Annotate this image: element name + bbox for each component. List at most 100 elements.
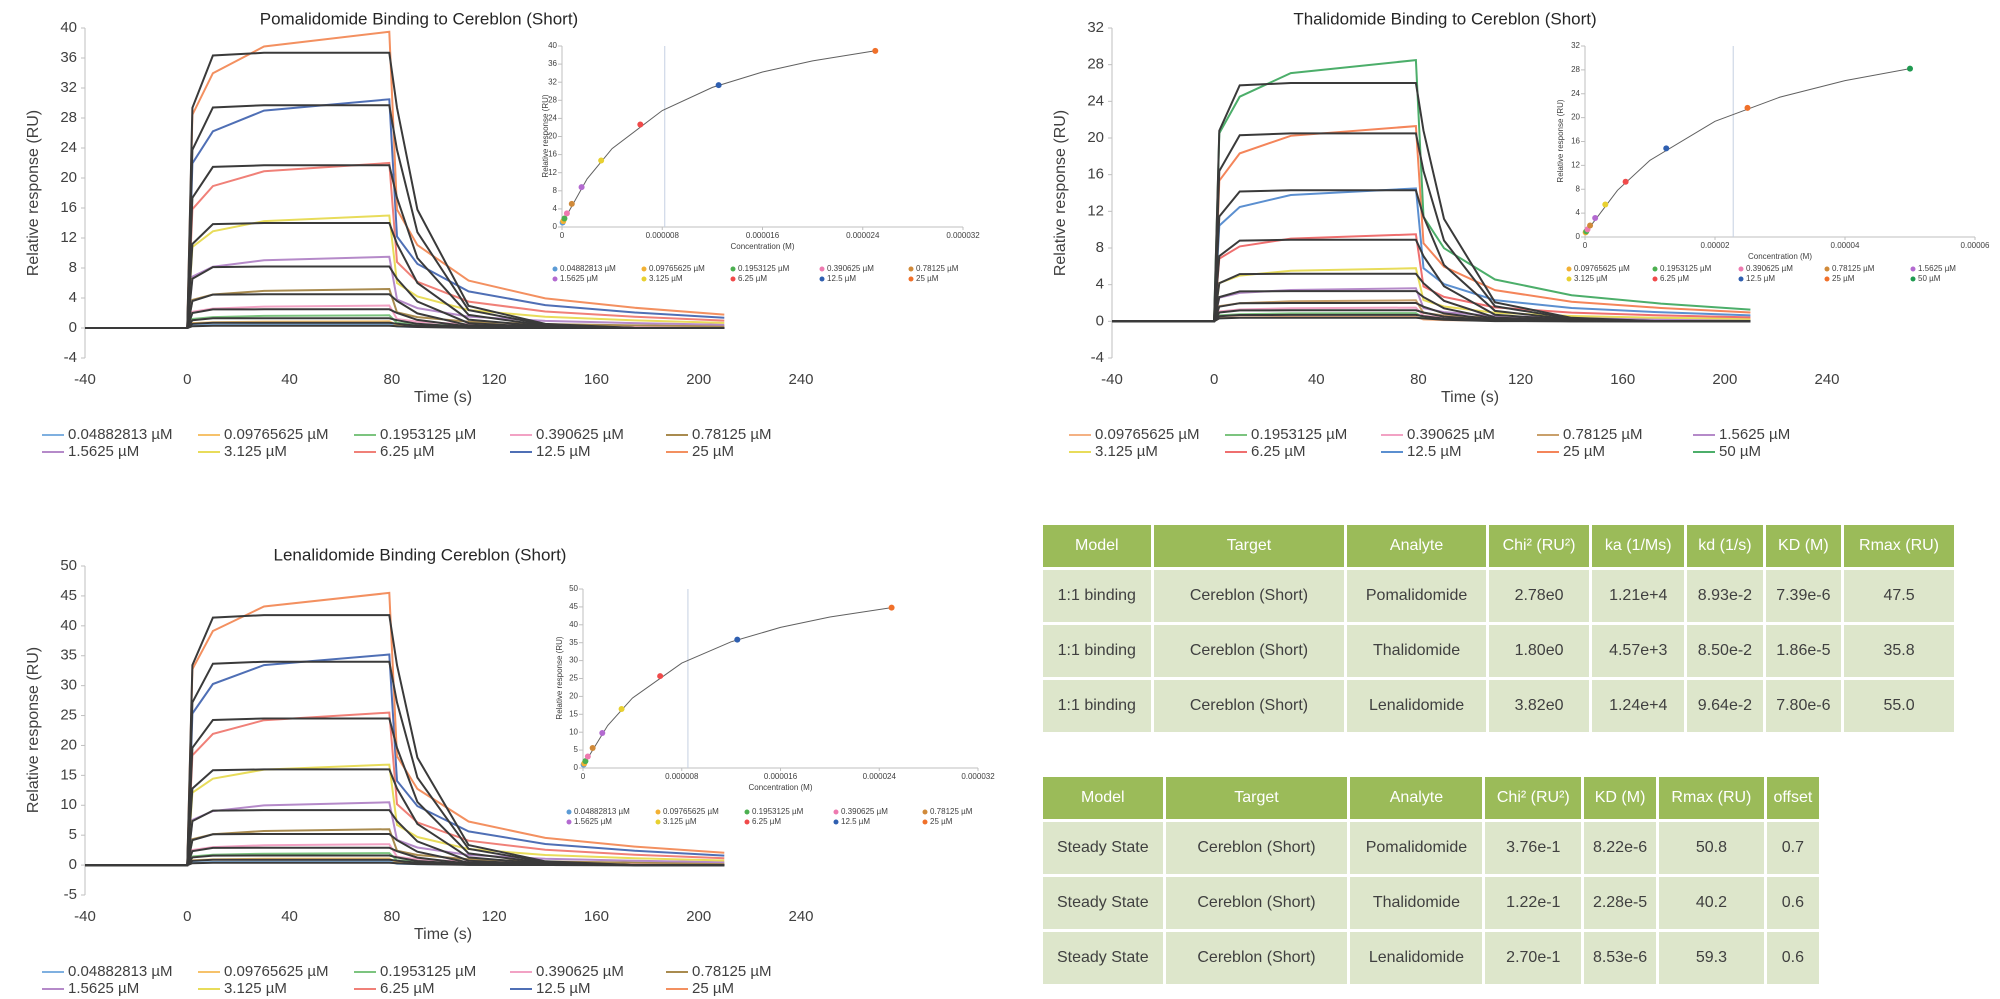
legend-swatch bbox=[908, 276, 914, 282]
y-tick-label: 0 bbox=[574, 763, 579, 772]
legend-label: 0.1953125 µM bbox=[1251, 426, 1347, 443]
legend-label: 0.1953125 µM bbox=[752, 807, 804, 816]
x-tick-label: 0 bbox=[560, 231, 565, 240]
x-tick-label: 0.000032 bbox=[961, 772, 995, 781]
legend-label: 6.25 µM bbox=[752, 817, 781, 826]
cell: Steady State bbox=[1043, 932, 1163, 984]
cell: 2.28e-5 bbox=[1584, 877, 1657, 929]
y-tick-label: 28 bbox=[548, 95, 557, 104]
point bbox=[578, 184, 585, 191]
x-tick-label: 120 bbox=[482, 908, 507, 925]
legend-swatch bbox=[1738, 276, 1744, 282]
x-tick-label: 0 bbox=[183, 371, 191, 388]
legend-label: 25 µM bbox=[692, 443, 734, 460]
x-tick-label: -40 bbox=[1101, 371, 1123, 388]
header-cell: Target bbox=[1153, 525, 1345, 567]
point bbox=[568, 200, 575, 207]
x-tick-label: 0 bbox=[183, 908, 191, 925]
cell: 4.57e+3 bbox=[1592, 625, 1685, 677]
cell: 8.22e-6 bbox=[1584, 822, 1657, 874]
point bbox=[715, 82, 722, 89]
x-tick-label: 0.000008 bbox=[665, 772, 699, 781]
legend-label: 0.78125 µM bbox=[1832, 264, 1875, 273]
legend-label: 1.5625 µM bbox=[574, 817, 612, 826]
y-tick-label: 4 bbox=[1576, 208, 1581, 217]
measured-curve bbox=[1112, 125, 1751, 323]
cell: 1:1 binding bbox=[1043, 625, 1151, 677]
y-axis-title: Relative response (RU) bbox=[25, 110, 42, 276]
x-tick-label: 0 bbox=[1210, 371, 1218, 388]
legend-label: 25 µM bbox=[1832, 274, 1855, 283]
header-cell: KD (M) bbox=[1765, 525, 1842, 567]
header-cell: Chi² (RU²) bbox=[1485, 777, 1582, 819]
y-tick-label: 24 bbox=[1087, 92, 1104, 109]
legend-label: 3.125 µM bbox=[224, 443, 287, 460]
legend-swatch bbox=[552, 276, 558, 282]
cell: 1:1 binding bbox=[1043, 570, 1151, 622]
fit-curve bbox=[85, 265, 725, 329]
row: 1:1 binding Cereblon (Short) Pomalidomide 2… bbox=[1043, 570, 1954, 622]
measured-curve bbox=[85, 98, 725, 329]
legend-label: 25 µM bbox=[1563, 443, 1605, 460]
legend-label: 0.78125 µM bbox=[692, 963, 772, 980]
legend-label: 3.125 µM bbox=[1574, 274, 1608, 283]
y-tick-label: 0 bbox=[69, 856, 77, 873]
fit-curve bbox=[85, 660, 725, 867]
y-tick-label: 45 bbox=[60, 587, 77, 604]
row: 1:1 binding Cereblon (Short) Thalidomide 1.… bbox=[1043, 625, 1954, 677]
header-cell: Analyte bbox=[1347, 525, 1486, 567]
legend-label: 0.78125 µM bbox=[930, 807, 973, 816]
header-cell: Rmax (RU) bbox=[1659, 777, 1764, 819]
y-tick-label: 20 bbox=[1571, 113, 1580, 122]
point bbox=[1744, 104, 1751, 111]
legend-label: 0.390625 µM bbox=[536, 426, 624, 443]
y-tick-label: 20 bbox=[60, 736, 77, 753]
cell: 1.22e-1 bbox=[1485, 877, 1582, 929]
legend-label: 1.5625 µM bbox=[68, 980, 139, 997]
legend-label: 12.5 µM bbox=[841, 817, 870, 826]
point bbox=[734, 636, 741, 643]
y-tick-label: 30 bbox=[569, 656, 578, 665]
x-axis-title: Concentration (M) bbox=[730, 242, 794, 251]
legend-label: 6.25 µM bbox=[380, 980, 435, 997]
y-tick-label: 36 bbox=[60, 49, 77, 66]
legend-label: 0.04882813 µM bbox=[560, 264, 616, 273]
y-tick-label: 8 bbox=[1576, 184, 1581, 193]
x-axis-title: Time (s) bbox=[414, 926, 472, 943]
row: Steady State Cereblon (Short) Lenalidomide… bbox=[1043, 932, 1819, 984]
x-tick-label: 240 bbox=[788, 908, 813, 925]
legend-label: 0.78125 µM bbox=[916, 264, 959, 273]
y-tick-label: 4 bbox=[1096, 276, 1104, 293]
x-tick-label: 80 bbox=[384, 908, 401, 925]
legend-label: 0.09765625 µM bbox=[663, 807, 719, 816]
y-tick-label: 10 bbox=[60, 796, 77, 813]
fit-curve bbox=[582, 607, 892, 767]
header-cell: Chi² (RU²) bbox=[1488, 525, 1590, 567]
cell: Pomalidomide bbox=[1347, 570, 1486, 622]
cell: Cereblon (Short) bbox=[1153, 625, 1345, 677]
cell: 50.8 bbox=[1659, 822, 1764, 874]
header-cell: Target bbox=[1165, 777, 1348, 819]
legend-label: 1.5625 µM bbox=[1719, 426, 1790, 443]
y-tick-label: 8 bbox=[1096, 239, 1104, 256]
cell: Cereblon (Short) bbox=[1165, 822, 1348, 874]
y-tick-label: 8 bbox=[69, 259, 77, 276]
y-tick-label: 24 bbox=[1571, 89, 1580, 98]
legend-swatch bbox=[744, 819, 750, 825]
y-tick-label: 16 bbox=[548, 150, 557, 159]
y-tick-label: 32 bbox=[60, 79, 77, 96]
y-tick-label: 12 bbox=[1571, 160, 1580, 169]
legend-swatch bbox=[641, 276, 647, 282]
point bbox=[1592, 215, 1599, 222]
cell: 8.50e-2 bbox=[1687, 625, 1763, 677]
x-tick-label: 0.000016 bbox=[764, 772, 798, 781]
header-cell: KD (M) bbox=[1584, 777, 1657, 819]
point bbox=[1907, 65, 1913, 72]
x-tick-label: 40 bbox=[1308, 371, 1325, 388]
x-axis-title: Time (s) bbox=[414, 389, 472, 406]
legend-label: 0.1953125 µM bbox=[1660, 264, 1712, 273]
y-tick-label: 45 bbox=[569, 602, 578, 611]
x-tick-label: 80 bbox=[384, 371, 401, 388]
